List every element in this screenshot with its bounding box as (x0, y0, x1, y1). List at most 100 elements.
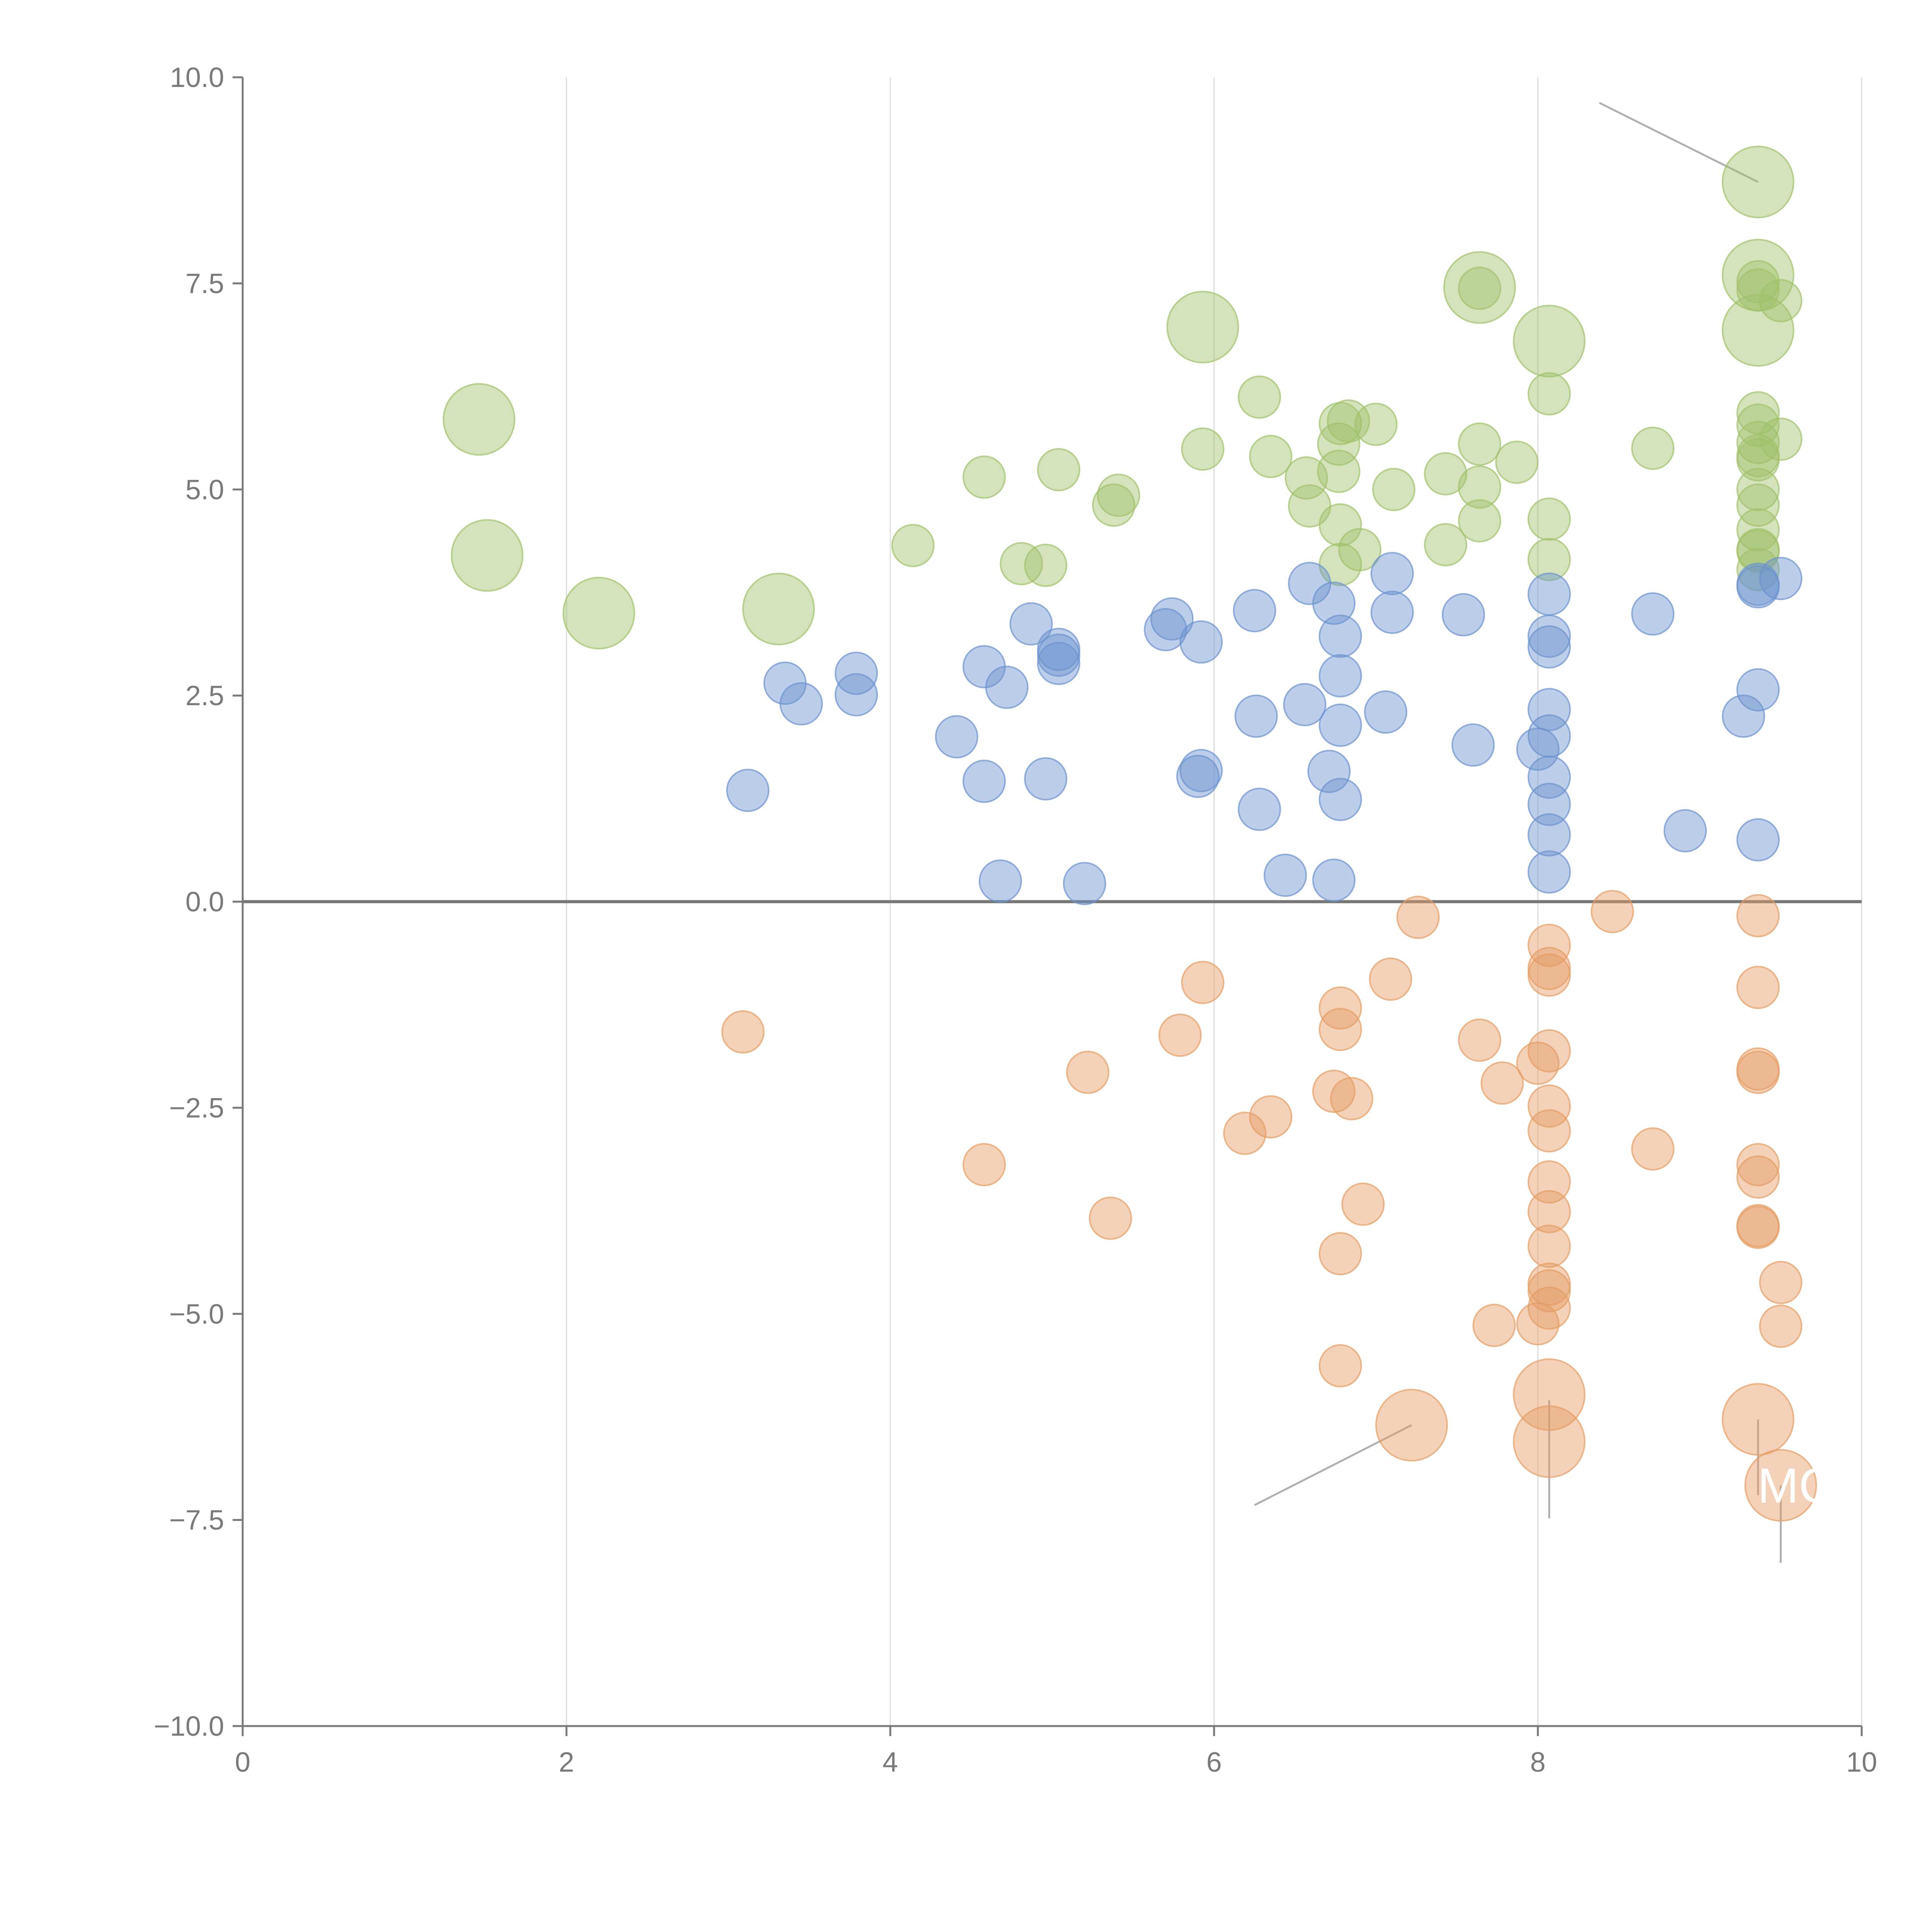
orange-point (1088, 1196, 1132, 1240)
green-point (1249, 435, 1293, 478)
y-tick-label: −10.0 (154, 1711, 224, 1742)
green-point (1458, 465, 1502, 509)
blue-point (985, 665, 1029, 709)
blue-point (1527, 572, 1571, 616)
green-point (1443, 251, 1516, 324)
blue-point (1179, 749, 1223, 793)
green-point (1721, 145, 1794, 218)
orange-point (1396, 896, 1440, 939)
orange-point (1759, 1261, 1803, 1304)
leader-line (1599, 102, 1759, 183)
blue-point (1318, 777, 1362, 821)
orange-point (1527, 1190, 1571, 1233)
orange-point (1066, 1051, 1110, 1094)
annotations: MC (1758, 1458, 1835, 1514)
orange-point (1341, 1182, 1385, 1226)
orange-point (1631, 1127, 1675, 1171)
green-point (1458, 499, 1502, 543)
y-tick-label: 0.0 (185, 887, 224, 918)
green-point (1527, 372, 1571, 416)
orange-point (1249, 1095, 1293, 1139)
green-point (1513, 304, 1586, 378)
blue-point (1264, 854, 1307, 897)
blue-point (1759, 557, 1803, 600)
orange-point (1744, 1449, 1817, 1522)
orange-point (1736, 1206, 1780, 1249)
green-point (963, 455, 1006, 499)
green-point (1759, 279, 1803, 323)
blue-point (1370, 552, 1414, 595)
orange-point (1736, 966, 1780, 1009)
green-point (1736, 421, 1780, 464)
blue-point (1037, 628, 1080, 671)
y-tick-label: 2.5 (185, 680, 224, 711)
x-tick-label: 2 (559, 1747, 574, 1778)
orange-point (1590, 890, 1634, 934)
green-point (891, 524, 935, 567)
blue-point (1318, 703, 1362, 747)
x-tick-label: 10 (1846, 1747, 1877, 1778)
green-point (1759, 417, 1803, 461)
blue-point (1318, 614, 1362, 658)
orange-point (1527, 1225, 1571, 1268)
blue-point (1527, 755, 1571, 799)
blue-point (1736, 565, 1780, 609)
leader-lines (1254, 102, 1782, 1563)
orange-point (1158, 1014, 1202, 1057)
blue-point (1024, 757, 1068, 801)
green-point (1000, 542, 1043, 585)
annotation-label: MC (1758, 1458, 1835, 1514)
green-point (451, 519, 524, 592)
blue-point (1736, 668, 1780, 712)
orange-point (1513, 1405, 1586, 1478)
blue-point (1364, 690, 1408, 734)
orange-point (1516, 1041, 1560, 1085)
orange-point (1527, 953, 1571, 997)
orange-point (1527, 1262, 1571, 1306)
green-point (1736, 403, 1780, 447)
orange-point (1527, 1029, 1571, 1073)
green-point (1527, 497, 1571, 541)
y-tick-label: 5.0 (185, 474, 224, 505)
orange-point (1472, 1304, 1516, 1347)
blue-point (1736, 818, 1780, 862)
green-point (1327, 399, 1370, 443)
data-points (442, 145, 1817, 1522)
orange-point (1736, 894, 1780, 937)
green-point (1527, 538, 1571, 582)
orange-point (1318, 1344, 1362, 1388)
green-point (1037, 448, 1080, 492)
y-tick-label: 7.5 (185, 268, 224, 299)
green-point (1458, 267, 1502, 310)
green-point (1736, 468, 1780, 511)
green-point (1238, 375, 1281, 419)
blue-point (963, 760, 1006, 803)
green-point (1354, 403, 1398, 446)
green-point (1495, 440, 1539, 484)
orange-point (1527, 1109, 1571, 1153)
blue-point (1150, 597, 1194, 641)
blue-point (1179, 620, 1223, 664)
orange-point (1736, 1143, 1780, 1187)
orange-point (1318, 1232, 1362, 1276)
orange-point (1721, 1383, 1794, 1456)
green-point (1097, 473, 1140, 517)
orange-point (1318, 1008, 1362, 1051)
orange-point (1527, 1286, 1571, 1330)
blue-point (1283, 683, 1327, 726)
blue-point (1288, 561, 1332, 605)
blue-point (935, 715, 978, 759)
blue-point (1312, 582, 1356, 625)
blue-point (779, 682, 823, 726)
blue-point (1063, 862, 1106, 905)
green-point (1024, 544, 1068, 587)
blue-point (1234, 694, 1278, 738)
green-point (1338, 528, 1382, 571)
axes: −10.0 −7.5 −5.0 −2.5 0.0 2.5 5.0 7.5 10.0 0 2 4 6 8 10 (154, 62, 1877, 1778)
blue-point (1527, 714, 1571, 758)
y-tick-label: −2.5 (169, 1093, 224, 1124)
orange-point (1736, 1051, 1780, 1094)
blue-point (1442, 593, 1485, 637)
blue-point (1451, 723, 1495, 767)
